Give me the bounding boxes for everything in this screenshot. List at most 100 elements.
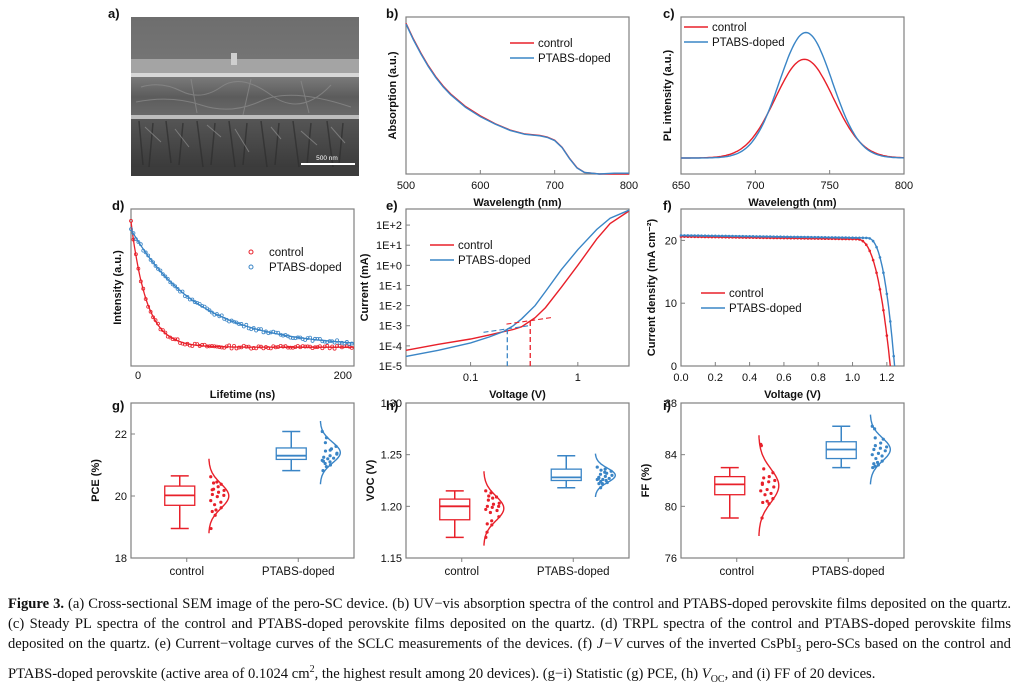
data-point-PTABS-doped: [328, 454, 332, 458]
data-point-PTABS-doped: [870, 453, 874, 457]
data-point-PTABS-doped: [885, 445, 889, 449]
x-tick-label-e: 0.1: [463, 372, 478, 384]
data-point-control: [485, 522, 489, 526]
data-point-PTABS-doped: [799, 235, 803, 239]
data-point-PTABS-doped: [597, 476, 601, 481]
data-point-control: [317, 344, 322, 349]
data-point-PTABS-doped: [337, 340, 342, 345]
series-line-control: [405, 23, 629, 175]
data-point-PTABS-doped: [323, 449, 328, 453]
data-point-PTABS-doped: [332, 340, 337, 345]
x-axis-label-c: Wavelength (nm): [748, 197, 837, 209]
panel-label-b: b): [386, 6, 398, 21]
data-point-PTABS-doped: [327, 339, 332, 344]
y-axis-label-e: Current (mA): [359, 253, 371, 321]
series-line-control: [681, 58, 904, 159]
data-point-PTABS-doped: [160, 272, 165, 277]
x-axis-label-e: Voltage (V): [489, 389, 546, 401]
data-point-PTABS-doped: [305, 336, 310, 341]
data-point-control: [769, 491, 773, 496]
data-point-PTABS-doped: [738, 234, 741, 238]
data-point-PTABS-doped: [170, 282, 175, 287]
data-point-PTABS-doped: [603, 474, 607, 478]
data-point-PTABS-doped: [136, 240, 141, 244]
data-point-PTABS-doped: [872, 462, 876, 466]
data-point-control: [765, 499, 769, 503]
data-point-control: [767, 475, 771, 479]
data-point-control: [209, 475, 213, 479]
data-point-control: [300, 344, 305, 349]
data-point-PTABS-doped: [320, 339, 325, 344]
data-point-control: [217, 345, 222, 349]
data-point-control: [156, 321, 160, 326]
plot-frame: [680, 208, 905, 367]
data-point-PTABS-doped: [290, 336, 295, 341]
caption-text: pero-SCs based on the control and PTABS-…: [8, 636, 1011, 682]
legend-label-e: PTABS-doped: [458, 255, 531, 267]
category-label-g: control: [169, 566, 204, 578]
data-point-control: [344, 344, 349, 349]
x-tick-label-b: 500: [397, 180, 415, 192]
y-tick-label-e: 1E-1: [379, 280, 402, 292]
data-point-control: [141, 286, 146, 291]
data-point-PTABS-doped: [322, 339, 327, 344]
data-point-PTABS-doped: [751, 235, 755, 238]
series-line-PTABS-doped: [405, 23, 629, 175]
data-point-control: [273, 345, 278, 350]
data-point-PTABS-doped: [875, 245, 878, 249]
data-point-control: [762, 467, 766, 471]
data-point-PTABS-doped: [190, 297, 195, 302]
legend-label-d: PTABS-doped: [269, 262, 342, 274]
data-point-PTABS-doped: [599, 486, 603, 490]
data-point-PTABS-doped: [281, 333, 285, 338]
data-point-PTABS-doped: [789, 235, 793, 239]
data-point-PTABS-doped: [264, 329, 268, 334]
data-point-PTABS-doped: [792, 235, 796, 239]
data-point-PTABS-doped: [335, 452, 339, 456]
caption-voc: V: [701, 665, 711, 682]
data-point-control: [488, 510, 492, 515]
caption-text: (a) Cross-sectional SEM image of the per…: [8, 596, 1012, 652]
x-tick-label-c: 650: [672, 180, 690, 192]
data-point-PTABS-doped: [703, 234, 707, 238]
data-point-control: [214, 508, 218, 512]
data-point-control: [313, 345, 317, 350]
caption-text: curves of the inverted CsPbI: [621, 636, 797, 652]
data-point-PTABS-doped: [810, 235, 813, 239]
data-point-control: [861, 239, 865, 243]
y-tick-label-h: 1.30: [381, 398, 402, 410]
data-point-PTABS-doped: [600, 482, 604, 486]
data-point-control: [320, 346, 325, 351]
data-point-control: [214, 344, 219, 349]
data-point-PTABS-doped: [326, 457, 330, 461]
y-tick-label-f: 0: [671, 361, 677, 373]
data-point-control: [210, 344, 214, 348]
data-point-PTABS-doped: [837, 236, 841, 239]
data-point-control: [151, 315, 155, 320]
data-point-PTABS-doped: [173, 284, 178, 289]
panel-g: g) 18 20 22 PCE (%) control PTABS-doped: [90, 398, 355, 578]
y-tick-label-g: 20: [115, 491, 127, 503]
data-point-PTABS-doped: [310, 339, 315, 343]
data-point-control: [484, 535, 488, 539]
data-point-control: [160, 328, 165, 333]
data-point-PTABS-doped: [731, 234, 734, 238]
data-point-control: [219, 506, 223, 510]
data-point-PTABS-doped: [868, 237, 871, 240]
box-PTABS-doped: [550, 468, 582, 482]
data-point-control: [875, 271, 878, 275]
data-point-PTABS-doped: [256, 327, 261, 332]
data-point-control: [212, 503, 217, 507]
data-point-control: [495, 508, 499, 513]
data-point-control: [259, 344, 263, 349]
y-tick-label-i: 76: [665, 553, 677, 565]
category-label-h: control: [444, 566, 479, 578]
data-point-PTABS-doped: [734, 234, 738, 238]
data-point-PTABS-doped: [882, 271, 885, 275]
series-line-PTABS-doped: [405, 209, 630, 358]
y-axis-label-b: Absorption (a.u.): [387, 51, 399, 139]
panel-label-i: i): [663, 398, 671, 413]
data-point-control: [491, 502, 496, 506]
x-tick-label-b: 700: [545, 180, 563, 192]
data-point-PTABS-doped: [876, 463, 880, 467]
